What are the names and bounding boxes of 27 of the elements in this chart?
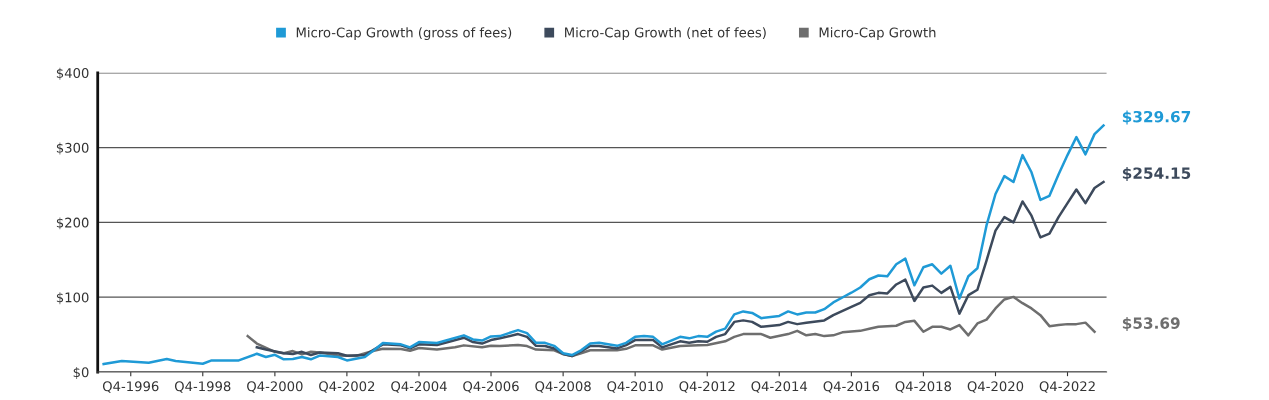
x-tick-label: Q4-2010 [607,381,663,393]
x-tick-label: Q4-2002 [319,381,375,393]
x-tick-label: Q4-2000 [247,381,303,393]
x-tick-label: Q4-2006 [463,381,519,393]
legend-label: Micro-Cap Growth (gross of fees) [296,27,512,40]
x-tick-label: Q4-1996 [102,381,159,393]
annotation: $53.69 [1122,317,1180,331]
y-tick-label: $400 [56,67,89,80]
annotation: $329.67 [1122,110,1191,125]
line-series [255,180,1105,358]
x-tick-label: Q4-2016 [823,381,880,393]
line-series [102,124,1105,366]
x-tick-label: Q4-2012 [679,381,735,393]
annotation: $254.15 [1122,167,1191,181]
x-tick-label: Q4-2018 [895,381,952,393]
x-tick-label: Q4-2004 [391,381,447,393]
x-tick-label: Q4-2020 [967,381,1024,393]
y-tick-label: $200 [56,217,89,230]
y-tick-label: $100 [56,292,89,305]
x-tick-label: Q4-2008 [535,381,591,393]
y-tick-label: $0 [73,366,89,379]
legend-label: Micro-Cap Growth (net of fees) [565,27,766,40]
x-tick-label: Q4-2014 [751,381,808,393]
legend-label: Micro-Cap Growth [819,27,936,40]
x-tick-label: Q4-1998 [174,381,231,393]
x-tick-label: Q4-2022 [1039,381,1095,393]
y-tick-label: $300 [56,142,89,155]
